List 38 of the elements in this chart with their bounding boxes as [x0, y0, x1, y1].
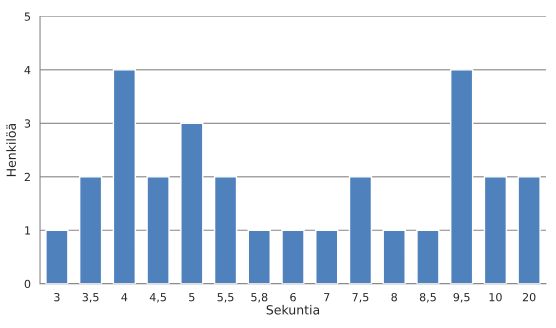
x-tick-label: 5,8 [251, 292, 268, 302]
x-tick-label: 3,5 [82, 292, 98, 302]
x-tick-label: 4,5 [150, 293, 166, 302]
y-tick-label: 3 [24, 119, 30, 128]
y-tick-label: 0 [24, 280, 30, 288]
x-tick-label: 8,5 [420, 292, 436, 302]
y-axis-title: Henkilöä [6, 124, 16, 176]
bar [45, 230, 69, 284]
bar [315, 230, 338, 284]
y-tick-label: 2 [24, 172, 30, 182]
x-tick-label: 5 [189, 293, 194, 302]
bar [416, 230, 440, 284]
y-tick-label: 1 [25, 226, 30, 234]
y-tick-label: 5 [24, 12, 30, 21]
y-tick-label: 4 [24, 66, 30, 74]
x-tick-label: 5,5 [218, 293, 234, 302]
x-tick-label: 6 [290, 292, 296, 302]
bar [281, 230, 305, 284]
x-tick-label: 7 [324, 293, 330, 302]
bar [248, 230, 271, 284]
x-tick-label: 3 [54, 292, 60, 302]
bar [146, 176, 170, 284]
x-axis-title: Sekuntia [266, 304, 320, 315]
x-tick-label: 10 [490, 292, 502, 302]
x-tick-label: 8 [391, 292, 397, 302]
bar [450, 69, 474, 284]
bar [78, 176, 102, 284]
x-tick-label: 9,5 [454, 292, 470, 302]
bar [214, 176, 238, 284]
bar [348, 176, 372, 284]
x-tick-label: 4 [121, 293, 128, 302]
x-tick-label: 20 [522, 292, 536, 302]
bar [112, 69, 136, 284]
bar [382, 230, 406, 284]
bar [484, 176, 508, 284]
bar [517, 176, 541, 284]
bar [180, 122, 204, 284]
x-tick-label: 7,5 [352, 293, 368, 302]
